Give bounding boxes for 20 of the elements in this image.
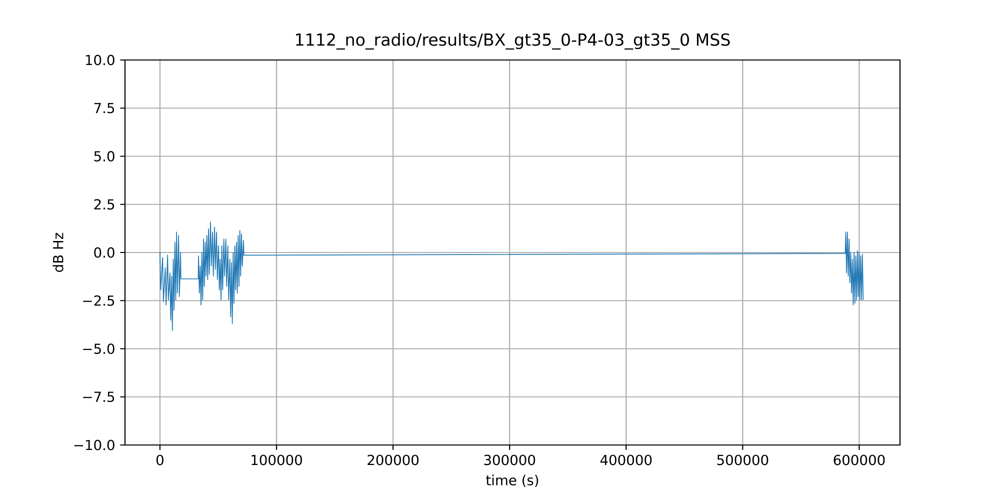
y-tick-label: 0.0 xyxy=(94,247,114,258)
line-series xyxy=(160,222,864,331)
chart-title: 1112_no_radio/results/BX_gt35_0-P4-03_gt35_0 MSS xyxy=(296,33,730,50)
y-tick-label: −10.0 xyxy=(74,440,114,450)
y-tick-label: −5.0 xyxy=(83,344,114,354)
x-tick-label: 500000 xyxy=(717,454,768,466)
y-tick-label: 2.5 xyxy=(94,199,114,210)
x-axis-title: time (s) xyxy=(486,474,538,488)
y-tick-label: 10.0 xyxy=(86,54,114,66)
x-tick-label: 0 xyxy=(156,454,164,466)
x-tick-label: 300000 xyxy=(484,454,536,466)
x-tick-label: 400000 xyxy=(600,454,652,466)
y-tick-label: 7.5 xyxy=(94,102,114,114)
y-tick-label: −2.5 xyxy=(83,295,114,306)
x-tick-label: 100000 xyxy=(252,454,302,466)
y-axis-title: dB Hz xyxy=(52,232,64,272)
y-tick-label: 5.0 xyxy=(94,151,114,162)
y-tick-label: −7.5 xyxy=(83,392,114,402)
x-tick-label: 200000 xyxy=(368,454,419,466)
x-tick-label: 600000 xyxy=(834,454,885,466)
